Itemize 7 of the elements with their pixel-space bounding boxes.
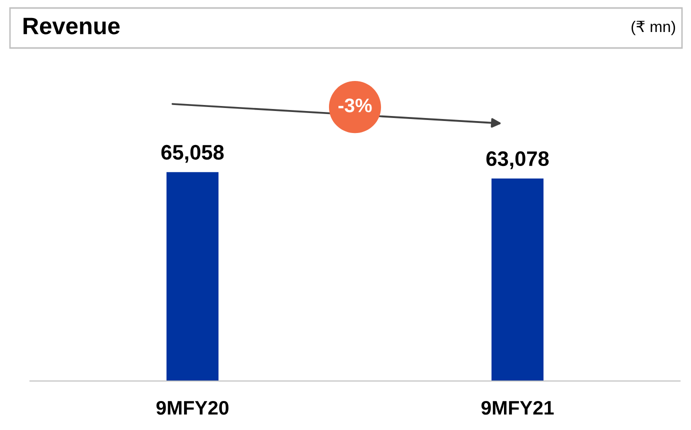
data-label: 63,078 <box>486 151 549 170</box>
chart-subtitle: (₹ mn) <box>632 20 676 36</box>
data-label: 65,058 <box>161 144 224 163</box>
x-tick-label: 9MFY21 <box>481 400 554 415</box>
x-tick-label: 9MFY20 <box>156 400 228 415</box>
chart-title: Revenue <box>24 18 120 34</box>
text: -3% <box>338 98 372 112</box>
